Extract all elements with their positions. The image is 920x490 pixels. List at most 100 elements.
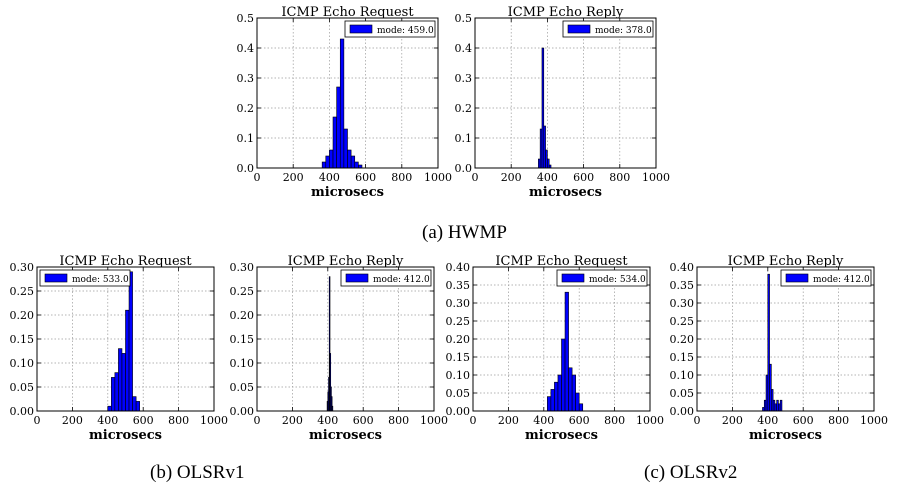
x-tick-label: 600 [573,171,594,184]
y-tick-label: 0.3 [237,72,255,85]
x-tick-label: 800 [604,414,625,427]
chart-title: ICMP Echo Reply [508,5,624,20]
x-tick-label: 800 [391,171,412,184]
y-tick-label: 0.10 [446,369,471,382]
legend-swatch [567,24,591,34]
x-tick-label: 200 [283,171,304,184]
y-tick-label: 0.5 [237,12,255,25]
y-tick-label: 0.05 [10,381,35,394]
histogram-bar [564,291,569,412]
histogram-bar [114,372,119,412]
legend-swatch [349,24,373,34]
x-tick-label: 1000 [200,414,228,427]
histogram-bar [561,338,566,412]
y-tick-label: 0.30 [230,261,255,274]
x-tick-label: 400 [537,171,558,184]
x-tick-label: 0 [254,414,261,427]
y-tick-label: 0.15 [446,351,471,364]
y-tick-label: 0.4 [455,42,473,55]
legend-label: mode: 412.0 [813,275,870,285]
histogram-bar [135,401,140,412]
chart-panel-1: 0.0 0.1 0.2 0.3 0.4 0.5 0 200 400 600 800 1000 ICMP … [237,5,453,200]
x-tick-label: 0 [254,171,261,184]
caption-hwmp: (a) HWMP [422,222,507,243]
legend-swatch [345,273,369,283]
x-axis-label: microsecs [89,428,162,443]
x-tick-label: 600 [355,171,376,184]
y-tick-label: 0.00 [446,405,471,418]
x-tick-label: 0 [694,414,701,427]
x-tick-label: 1000 [424,171,452,184]
histogram-bar [571,374,576,412]
x-tick-label: 400 [533,414,554,427]
chart-panel-4: 0.00 0.05 0.10 0.15 0.20 0.25 0.30 0 200 400 600 80… [230,254,449,443]
histogram-bar [557,374,562,412]
plot-frame [256,17,439,169]
x-tick-label: 400 [97,414,118,427]
y-tick-label: 0.35 [446,279,471,292]
x-tick-label: 600 [569,414,590,427]
legend-swatch [785,273,809,283]
y-tick-label: 0.15 [670,351,695,364]
chart-panel-2: 0.0 0.1 0.2 0.3 0.4 0.5 0 200 400 600 800 1000 ICMP … [455,5,671,200]
x-tick-label: 1000 [420,414,448,427]
legend-swatch [561,273,585,283]
y-tick-label: 0.25 [230,285,255,298]
y-tick-label: 0.40 [446,261,471,274]
x-tick-label: 600 [793,414,814,427]
y-tick-label: 0.4 [237,42,255,55]
y-tick-label: 0.20 [446,333,471,346]
y-tick-label: 0.25 [670,315,695,328]
x-tick-label: 600 [133,414,154,427]
x-axis-label: microsecs [309,428,382,443]
histogram-bar [339,38,345,169]
x-axis-label: microsecs [749,428,822,443]
plot-frame [256,266,435,412]
plot-frame [472,266,651,412]
x-tick-label: 400 [317,414,338,427]
x-tick-label: 800 [388,414,409,427]
legend-swatch [44,273,68,283]
x-tick-label: 200 [722,414,743,427]
histogram-bar [332,116,337,169]
chart-title: ICMP Echo Request [59,254,192,269]
y-tick-label: 0.1 [455,132,473,145]
caption-olsrv2: (c) OLSRv2 [644,462,738,483]
x-tick-label: 200 [282,414,303,427]
histogram-bar [118,348,123,412]
histogram-bar [107,405,112,412]
y-tick-label: 0.10 [670,369,695,382]
x-tick-label: 200 [501,171,522,184]
chart-panel-6: 0.00 0.05 0.10 0.15 0.20 0.25 0.30 0.35 0.40 0 200… [670,254,889,443]
histogram-bar [325,155,330,169]
histogram-bar [331,405,334,412]
histogram-bar [578,403,584,412]
x-tick-label: 400 [319,171,340,184]
x-axis-label: microsecs [529,185,602,200]
y-tick-label: 0.20 [230,309,255,322]
x-tick-label: 800 [609,171,630,184]
histogram-bar [336,86,341,169]
plot-frame [474,17,657,169]
y-tick-label: 0.25 [10,285,35,298]
legend-label: mode: 459.0 [377,26,434,36]
y-tick-label: 0.30 [670,297,695,310]
histogram-bar [111,377,116,412]
y-tick-label: 0.05 [230,381,255,394]
y-tick-label: 0.5 [455,12,473,25]
y-tick-label: 0.05 [446,387,471,400]
y-tick-label: 0.20 [670,333,695,346]
y-tick-label: 0.20 [10,309,35,322]
chart-title: ICMP Echo Request [281,5,414,20]
histogram-bar [354,161,359,169]
histogram-bar [343,128,348,169]
chart-title: ICMP Echo Request [495,254,628,269]
x-tick-label: 0 [34,414,41,427]
y-tick-label: 0.40 [670,261,695,274]
y-tick-label: 0.10 [10,357,35,370]
x-axis-label: microsecs [525,428,598,443]
histogram-bar [121,353,126,412]
chart-title: ICMP Echo Reply [728,254,844,269]
x-tick-label: 1000 [860,414,888,427]
